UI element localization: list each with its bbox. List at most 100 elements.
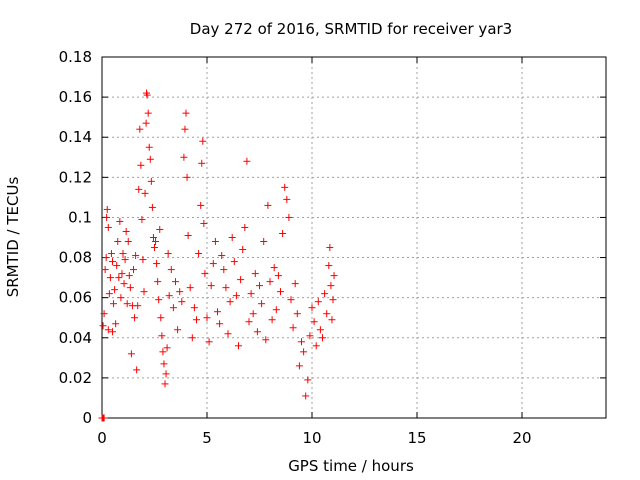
data-point — [293, 310, 301, 318]
data-point — [251, 270, 259, 278]
data-point — [142, 119, 150, 127]
data-point — [119, 250, 127, 258]
data-point — [201, 270, 209, 278]
data-point — [156, 225, 164, 233]
data-point — [200, 219, 208, 227]
data-point — [243, 157, 251, 165]
data-point — [165, 292, 173, 300]
data-point — [141, 189, 149, 197]
grid — [102, 57, 606, 418]
y-tick-label: 0.12 — [59, 168, 92, 186]
data-point — [100, 310, 108, 318]
data-point — [249, 310, 257, 318]
data-point — [323, 310, 331, 318]
data-point — [218, 252, 226, 260]
data-point — [130, 266, 137, 274]
data-point — [153, 260, 161, 268]
x-axis-label: GPS time / hours — [288, 457, 414, 475]
data-point — [329, 296, 337, 304]
data-point — [270, 264, 278, 272]
data-point — [235, 342, 242, 350]
data-point — [264, 201, 272, 209]
data-point — [140, 288, 148, 296]
data-point — [241, 223, 249, 231]
data-point — [228, 234, 236, 241]
data-point — [268, 316, 276, 324]
data-point — [104, 223, 112, 231]
y-tick-label: 0.16 — [59, 88, 92, 106]
data-point — [230, 258, 238, 266]
y-tick-label: 0.18 — [59, 48, 92, 66]
data-point — [310, 318, 318, 326]
data-point — [164, 250, 172, 258]
data-point — [100, 414, 108, 422]
data-point — [110, 300, 118, 308]
data-point — [127, 350, 135, 358]
data-point — [283, 195, 291, 203]
data-point — [266, 278, 274, 286]
data-point — [306, 332, 314, 340]
data-point — [137, 161, 145, 169]
data-point — [328, 316, 336, 324]
data-point — [148, 203, 156, 211]
y-tick-label: 0.04 — [59, 329, 92, 347]
data-point — [209, 260, 217, 268]
data-point — [300, 348, 308, 356]
data-point — [326, 244, 334, 252]
data-point — [314, 298, 322, 306]
data-point — [211, 238, 219, 246]
y-axis-label: SRMTID / TECUs — [4, 177, 22, 298]
data-point — [262, 336, 270, 344]
x-tick-label: 5 — [202, 429, 212, 447]
data-point — [113, 262, 121, 270]
data-point — [180, 153, 188, 161]
y-tick-label: 0.06 — [59, 289, 92, 307]
data-point — [146, 155, 154, 163]
data-point — [154, 278, 162, 286]
data-point — [106, 274, 114, 282]
y-tick-label: 0.02 — [59, 369, 92, 387]
data-point — [125, 272, 133, 280]
data-point — [161, 380, 169, 388]
data-point — [302, 392, 310, 400]
data-point — [226, 298, 234, 306]
data-point — [152, 238, 160, 246]
data-point — [232, 292, 240, 300]
data-point — [216, 320, 224, 328]
data-point — [199, 137, 207, 145]
data-point — [111, 286, 119, 294]
data-point — [167, 266, 175, 274]
data-point — [274, 272, 282, 280]
data-point — [312, 342, 320, 350]
data-point — [253, 328, 261, 336]
data-point — [145, 143, 153, 151]
data-point — [304, 376, 312, 384]
data-point — [151, 244, 158, 252]
y-tick-label: 0.14 — [59, 128, 92, 146]
data-point — [159, 348, 167, 356]
data-point — [181, 125, 189, 133]
x-tick-label: 15 — [407, 429, 426, 447]
data-point — [131, 314, 139, 322]
data-point — [104, 326, 112, 334]
data-point — [126, 284, 134, 292]
data-point — [135, 185, 143, 193]
data-point — [260, 238, 268, 246]
data-point — [163, 344, 171, 352]
data-point — [285, 213, 293, 221]
data-point — [138, 215, 146, 223]
data-point — [134, 302, 142, 310]
x-tick-label: 20 — [512, 429, 531, 447]
data-point — [277, 288, 284, 296]
data-point — [122, 227, 130, 235]
data-point — [197, 201, 205, 209]
data-point — [325, 262, 333, 270]
data-point — [239, 246, 247, 254]
data-point — [123, 300, 131, 308]
data-point — [193, 316, 200, 324]
data-point — [103, 205, 111, 213]
data-point — [118, 270, 126, 278]
data-point — [109, 328, 116, 336]
data-series — [98, 89, 338, 422]
